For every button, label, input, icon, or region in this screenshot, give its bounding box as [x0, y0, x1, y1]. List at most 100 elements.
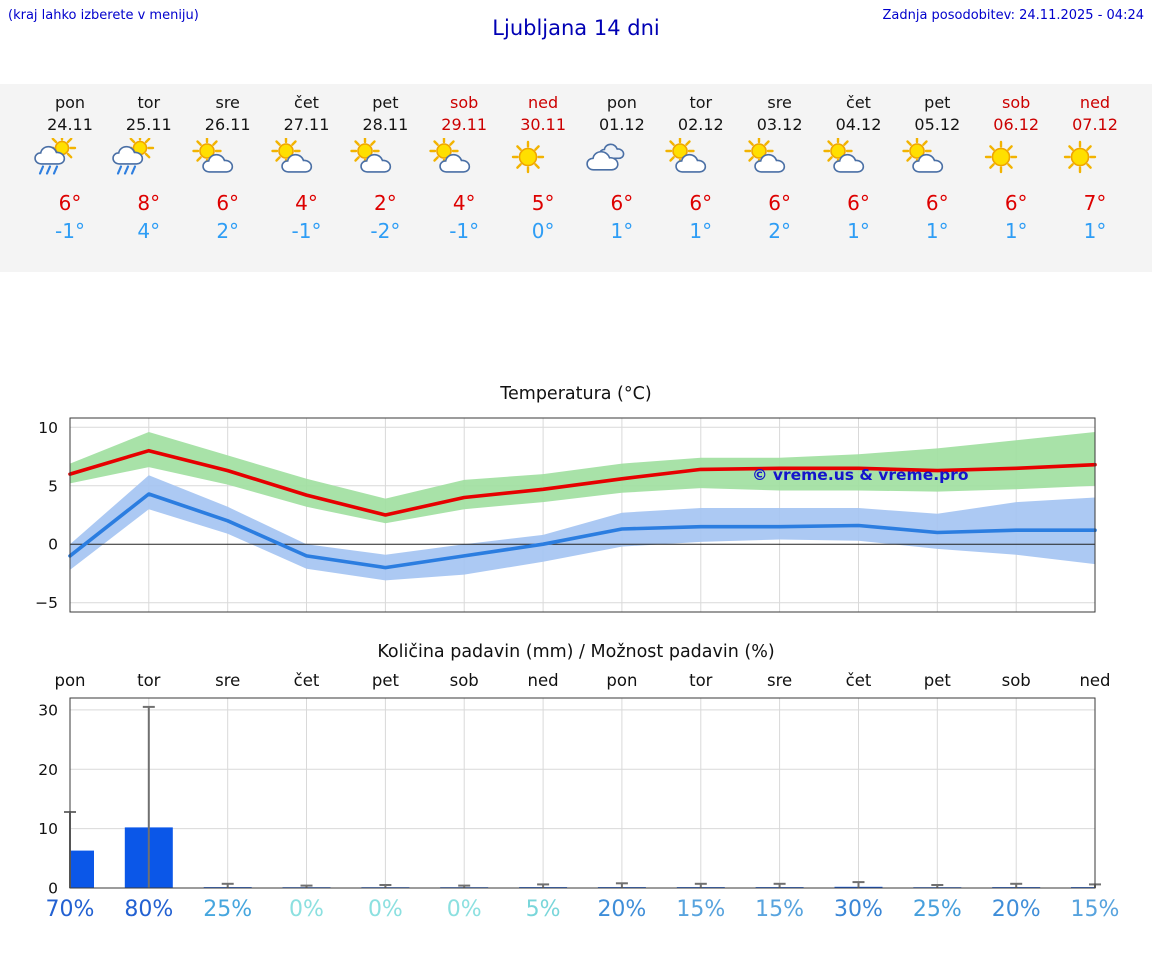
- precip-probability: 20%: [597, 897, 646, 922]
- partly-icon: [267, 136, 346, 184]
- svg-text:ned: ned: [1079, 671, 1110, 690]
- partly-icon: [740, 136, 819, 184]
- day-date: 01.12: [598, 115, 645, 134]
- low-temp: -1°: [55, 219, 85, 243]
- high-temp: 6°: [610, 191, 634, 215]
- precip-probability: 20%: [992, 897, 1041, 922]
- high-temp: 6°: [689, 191, 713, 215]
- forecast-day-column: sre 26.11 6° 2°: [188, 92, 267, 244]
- svg-text:sob: sob: [450, 671, 479, 690]
- low-temp: 1°: [689, 219, 713, 243]
- svg-text:ned: ned: [528, 671, 559, 690]
- low-temp: -1°: [449, 219, 480, 243]
- day-labels: pon tor sre čet pet sob ned pon tor sre čet pet sob n…: [54, 671, 1110, 690]
- sunny-icon: [977, 136, 1056, 184]
- day-date: 03.12: [756, 115, 803, 134]
- sunny-icon-svg: [984, 140, 1017, 174]
- high-temp: 6°: [1004, 191, 1028, 215]
- y-axis-labels: 10 5 0 −5: [35, 419, 58, 612]
- partly-icon: [188, 136, 267, 184]
- day-name: pon: [54, 93, 86, 112]
- day-date: 30.11: [520, 115, 566, 134]
- high-temp: 7°: [1083, 191, 1107, 215]
- low-temp: 1°: [847, 219, 870, 243]
- min-temp-line: [68, 492, 1097, 570]
- showers-icon-svg: [33, 138, 76, 175]
- forecast-day-column: tor 25.11 8° 4°: [109, 92, 188, 244]
- partly-icon-svg: [744, 138, 786, 173]
- high-temp: 6°: [847, 191, 870, 215]
- precip-probability: 15%: [755, 897, 804, 922]
- day-date: 06.12: [993, 115, 1040, 134]
- precip-bars: [70, 827, 1095, 888]
- day-date: 25.11: [125, 115, 172, 134]
- partly-icon-svg: [823, 138, 865, 173]
- precip-probability: 0%: [368, 897, 403, 922]
- precip-probability: 30%: [834, 897, 883, 922]
- low-temp: 1°: [610, 219, 634, 243]
- forecast-day-column: sob 06.12 6° 1°: [977, 92, 1056, 244]
- day-name: sob: [450, 93, 479, 112]
- partly-icon: [661, 136, 740, 184]
- partly-icon-svg: [271, 138, 313, 173]
- day-date: 07.12: [1072, 115, 1118, 134]
- high-temp: 4°: [295, 191, 318, 215]
- day-date: 27.11: [283, 115, 330, 134]
- day-name: ned: [528, 93, 559, 112]
- partly-icon: [346, 136, 425, 184]
- precip-probability: 25%: [203, 897, 252, 922]
- day-date: 24.11: [47, 115, 93, 134]
- partly-icon: [898, 136, 977, 184]
- high-temp: 2°: [374, 191, 397, 215]
- location-menu-hint: (kraj lahko izberete v meniju): [8, 8, 199, 23]
- day-name: čet: [846, 93, 871, 112]
- day-date: 04.12: [835, 115, 882, 134]
- precip-bar: [70, 850, 94, 888]
- forecast-day-column: pet 05.12 6° 1°: [898, 92, 977, 244]
- forecast-day-column: pet 28.11 2° -2°: [346, 92, 425, 244]
- day-date: 26.11: [204, 115, 251, 134]
- sunny-icon-svg: [511, 140, 544, 174]
- page-title: Ljubljana 14 dni: [492, 16, 660, 40]
- svg-text:čet: čet: [294, 671, 320, 690]
- svg-text:tor: tor: [137, 671, 161, 690]
- watermark-link[interactable]: © vreme.us & vreme.pro: [752, 466, 968, 484]
- precip-whiskers: [64, 705, 1101, 888]
- low-temp: 1°: [925, 219, 949, 243]
- forecast-day-column: pon 01.12 6° 1°: [582, 92, 661, 244]
- svg-text:pet: pet: [924, 671, 952, 690]
- svg-text:20: 20: [38, 761, 58, 779]
- temperature-chart: 10 5 0 −5 © vreme.us & vreme.pro: [35, 417, 1097, 613]
- svg-text:sre: sre: [215, 671, 240, 690]
- partly-icon-svg: [192, 138, 234, 173]
- forecast-day-column: čet 27.11 4° -1°: [267, 92, 346, 244]
- low-temp: 1°: [1083, 219, 1107, 243]
- svg-text:sre: sre: [767, 671, 792, 690]
- svg-text:0: 0: [48, 880, 58, 898]
- top-bar: (kraj lahko izberete v meniju) Ljubljana…: [0, 0, 1152, 84]
- svg-text:10: 10: [38, 820, 58, 838]
- sunny-icon-svg: [1063, 140, 1096, 174]
- partly-icon-svg: [665, 138, 707, 173]
- high-temp: 6°: [58, 191, 82, 215]
- sunny-icon: [1056, 136, 1135, 184]
- partly-icon-svg: [902, 138, 943, 173]
- high-temp: 5°: [531, 191, 555, 215]
- forecast-day-column: ned 07.12 7° 1°: [1056, 92, 1135, 244]
- precip-probability: 15%: [1071, 897, 1120, 922]
- precip-probability: 70%: [46, 897, 95, 922]
- high-temp: 4°: [452, 191, 476, 215]
- max-temp-line: [68, 448, 1097, 517]
- forecast-day-column: pon 24.11 6° -1°: [31, 92, 110, 244]
- precip-probability-row: 70% 80% 25% 0% 0% 0% 5% 20% 15% 15% 30% 25% 20% 15%: [46, 897, 1120, 922]
- temperature-chart-title: Temperatura (°C): [500, 384, 652, 404]
- precipitation-chart-title: Količina padavin (mm) / Možnost padavin …: [377, 642, 775, 662]
- partly-icon-svg: [428, 138, 470, 173]
- day-name: tor: [689, 93, 713, 112]
- day-date: 02.12: [677, 115, 724, 134]
- svg-text:pet: pet: [372, 671, 400, 690]
- min-range-band: [70, 475, 1095, 581]
- gridlines: [70, 698, 1095, 888]
- precipitation-chart: pon tor sre čet pet sob ned pon tor sre čet pet sob n…: [38, 671, 1120, 922]
- forecast-day-column: ned 30.11 5° 0°: [504, 92, 583, 244]
